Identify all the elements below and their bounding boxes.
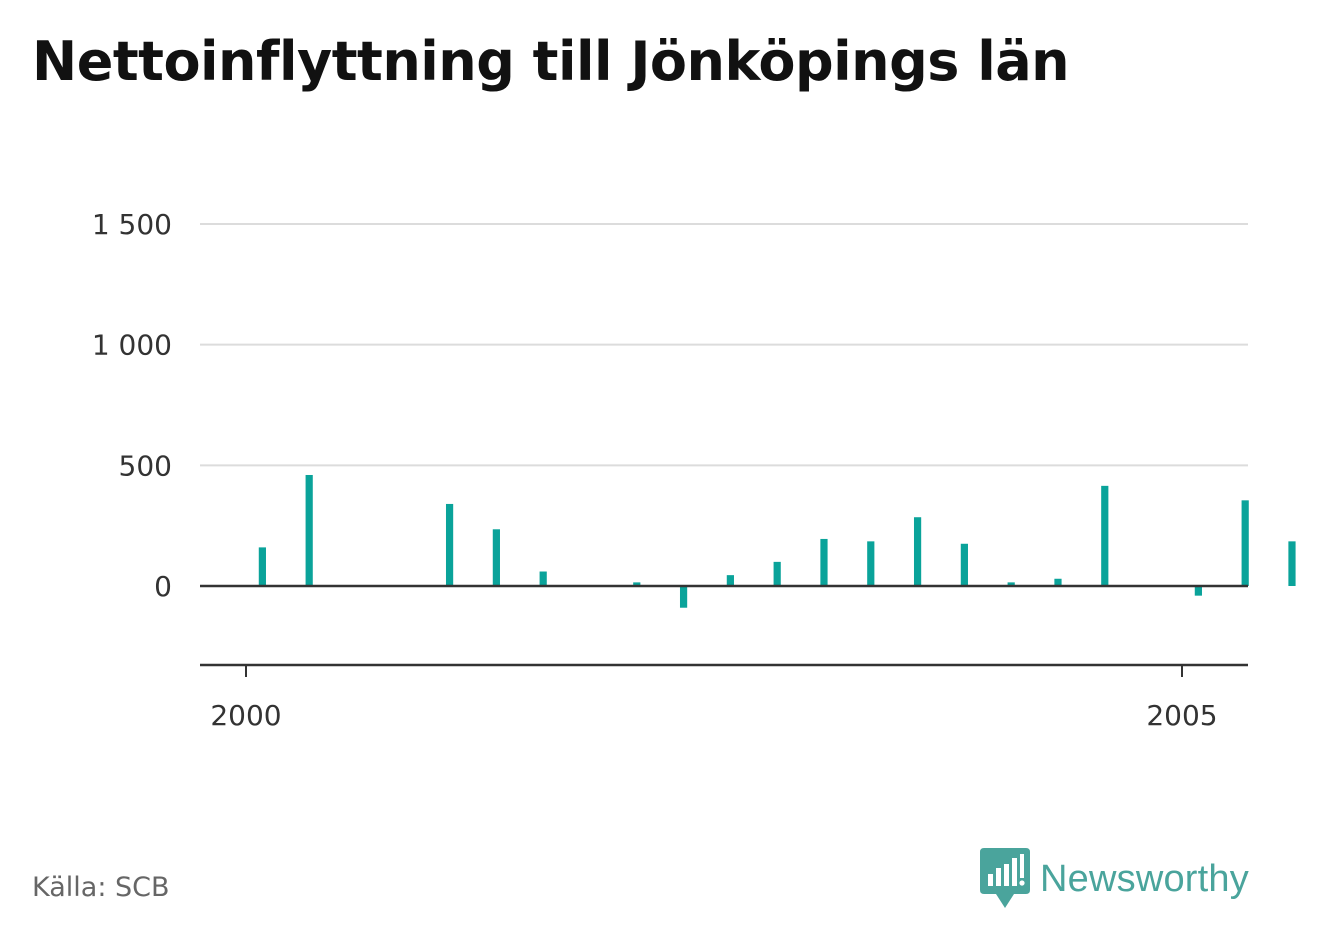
bars: 2000 K1: 160 2000 K2: 460 2001 K1: 340 2001… xyxy=(258,474,1296,608)
bar: 2004 K2: 30 xyxy=(1054,578,1062,586)
y-tick-label: 500 xyxy=(119,449,172,482)
y-tick-label: 1 000 xyxy=(92,329,172,362)
bar: 2002 K4: 100 xyxy=(773,561,781,586)
bar: 2000 K2: 460 xyxy=(305,474,313,586)
axes xyxy=(200,584,1248,677)
x-axis-tick-labels: 200020052010201520202025 xyxy=(210,699,1217,732)
bar: 2003 K4: 175 xyxy=(960,543,968,586)
bar: 2003 K2: 185 xyxy=(867,541,875,586)
bar: 2001 K1: 340 xyxy=(445,503,454,586)
bar: 2001 K2: 235 xyxy=(492,529,500,586)
bar: 2004 K1: 15 xyxy=(1007,582,1015,586)
bar: 2000 K1: 160 xyxy=(258,547,266,586)
y-axis-tick-labels: 0 500 1 000 1 500 xyxy=(92,208,172,603)
bar: 2005 K3: 185 xyxy=(1288,541,1296,586)
x-tick-label: 2000 xyxy=(210,699,281,732)
bar: 2002 K3: 45 xyxy=(726,575,734,586)
bar: 2003 K3: 285 xyxy=(913,517,922,586)
bar: 2005 K1: -40 xyxy=(1194,586,1202,596)
bar: 2004 K3: 415 xyxy=(1101,485,1109,586)
bar: 2005 K2: 355 xyxy=(1241,500,1249,586)
bar: 2003 K1: 195 xyxy=(820,538,828,586)
y-tick-label: 1 500 xyxy=(92,208,172,241)
bar: 2002 K2: -90 xyxy=(679,586,688,608)
newsworthy-logo[interactable]: Newsworthy xyxy=(980,848,1249,910)
gridlines xyxy=(200,223,1248,467)
brand-name: Newsworthy xyxy=(1040,857,1249,900)
source-note: Källa: SCB xyxy=(32,872,170,903)
bar: 2002 K1: 15 xyxy=(633,582,641,586)
y-tick-label: 0 xyxy=(154,570,172,603)
chart-title: Nettoinflyttning till Jönköpings län xyxy=(32,30,1070,93)
bar-chart-speech-bubble-icon xyxy=(980,848,1030,908)
x-tick-label: 2005 xyxy=(1146,699,1217,732)
bar: 2001 K3: 60 xyxy=(539,571,547,586)
